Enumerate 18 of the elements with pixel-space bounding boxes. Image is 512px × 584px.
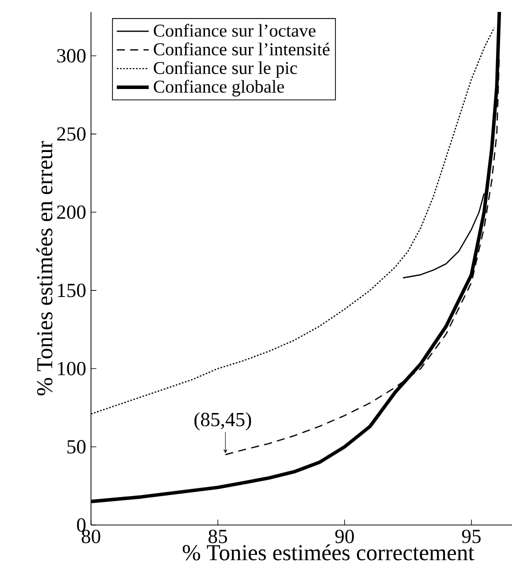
legend-label: Confiance globale [154,80,284,96]
x-axis-title: % Tonies estimées correctement [182,544,474,560]
y-tick-label: 50 [67,440,86,454]
x-tick-label: 90 [335,530,354,544]
y-tick-label: 200 [56,205,86,219]
y-tick-label: 150 [58,284,86,298]
y-tick-label: 0 [76,518,86,532]
y-tick-label: 250 [56,127,86,141]
legend-label: Confiance sur le pic [154,61,297,78]
legend-label: Confiance sur l’intensité [154,42,330,56]
y-tick-label: 100 [58,362,86,376]
x-tick-label: 80 [82,530,100,544]
y-tick-label: 300 [57,49,86,63]
annotation: (85,45) [194,412,251,430]
legend-label: Confiance sur l’octave [154,24,316,37]
x-tick-label: 95 [462,530,480,544]
x-tick-label: 85 [208,530,227,544]
y-axis-title: % Tonies estimées en erreur [36,141,52,396]
